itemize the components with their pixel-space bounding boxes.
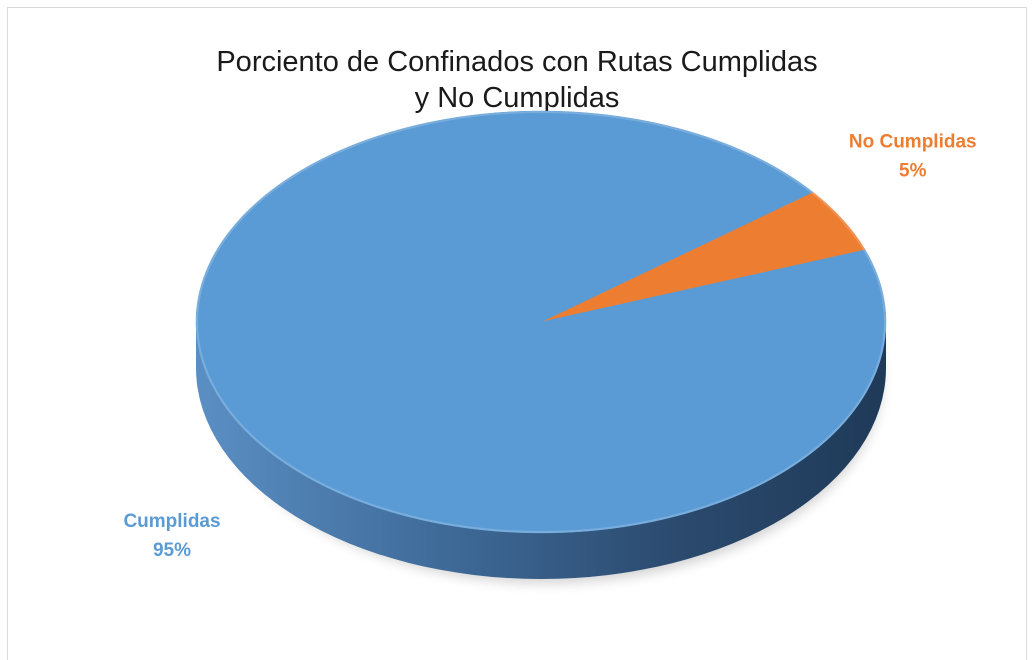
pie-slice-cumplidas bbox=[195, 110, 887, 534]
chart-title-line-2: y No Cumplidas bbox=[414, 82, 620, 114]
pie-rim-highlight bbox=[196, 111, 886, 533]
data-label-cumplidas-category: Cumplidas bbox=[123, 511, 220, 532]
data-label-no-cumplidas-value: 5% bbox=[899, 161, 927, 182]
data-label-cumplidas-value: 95% bbox=[153, 540, 191, 561]
pie-side-wall bbox=[196, 322, 886, 579]
chart-title-line-1: Porciento de Confinados con Rutas Cumpli… bbox=[216, 46, 818, 78]
data-label-no-cumplidas-category: No Cumplidas bbox=[849, 132, 977, 153]
